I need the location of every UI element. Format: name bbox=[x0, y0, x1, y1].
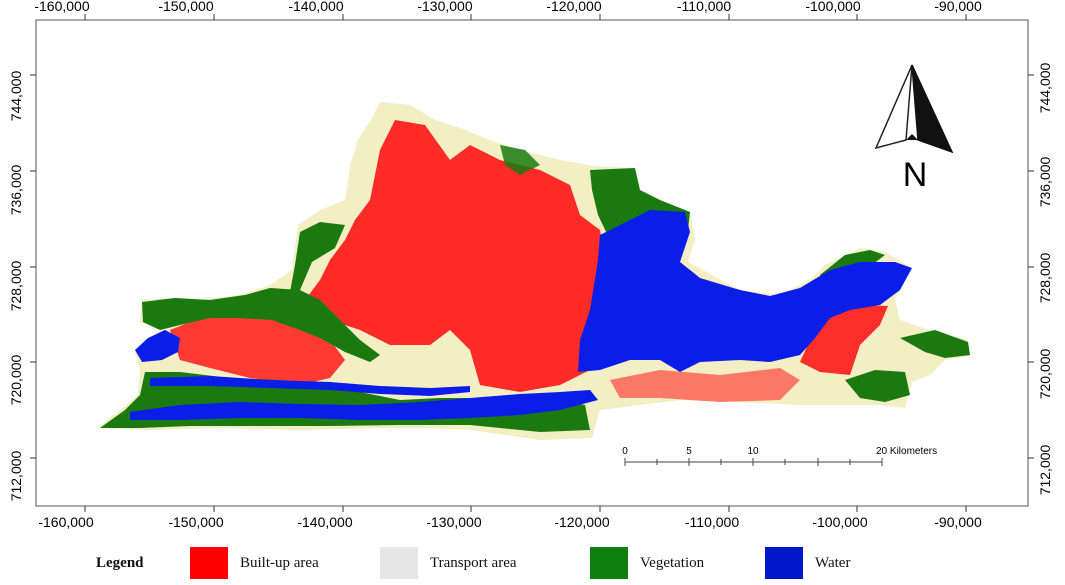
vegetation-central-strip bbox=[500, 145, 540, 175]
x-tick-bottom: -130,000 bbox=[426, 514, 481, 530]
legend-label: Water bbox=[815, 554, 851, 571]
y-tick-left: 736,000 bbox=[8, 164, 24, 215]
legend-label: Built-up area bbox=[240, 554, 319, 571]
x-tick-bottom: -120,000 bbox=[554, 514, 609, 530]
x-tick-top: -150,000 bbox=[158, 0, 213, 14]
y-tick-left: 720,000 bbox=[8, 354, 24, 405]
x-axis-bottom: -160,000 -150,000 -140,000 -130,000 -120… bbox=[38, 506, 982, 530]
water-west-lake bbox=[135, 330, 180, 362]
x-tick-top: -130,000 bbox=[417, 0, 472, 14]
y-axis-left: 744,000 736,000 728,000 720,000 712,000 bbox=[8, 70, 36, 501]
legend-item-water: Water bbox=[765, 547, 850, 579]
x-axis-top: -160,000 -150,000 -140,000 -130,000 -120… bbox=[34, 0, 982, 20]
x-tick-bottom: -160,000 bbox=[38, 514, 93, 530]
y-tick-right: 728,000 bbox=[1037, 252, 1053, 303]
y-tick-left: 728,000 bbox=[8, 260, 24, 311]
scale-label: 10 bbox=[747, 446, 759, 457]
y-tick-left: 712,000 bbox=[8, 450, 24, 501]
vegetation-northwest-arm bbox=[290, 222, 345, 292]
x-tick-top: -110,000 bbox=[677, 0, 731, 14]
legend-title: Legend bbox=[96, 555, 144, 571]
water-creek-channel bbox=[130, 390, 598, 420]
legend: Legend Built-up area Transport area Vege… bbox=[0, 540, 1065, 585]
legend-swatch bbox=[765, 547, 803, 579]
scale-label: 20 Kilometers bbox=[876, 446, 937, 457]
x-tick-top: -90,000 bbox=[934, 0, 982, 14]
legend-swatch bbox=[380, 547, 418, 579]
y-tick-right: 736,000 bbox=[1037, 156, 1053, 207]
north-label: N bbox=[903, 156, 928, 194]
x-tick-bottom: -90,000 bbox=[934, 514, 982, 530]
y-tick-right: 712,000 bbox=[1037, 444, 1053, 495]
water-lagoon bbox=[578, 210, 912, 372]
legend-item-builtup: Built-up area bbox=[190, 547, 319, 579]
y-tick-right: 744,000 bbox=[1037, 62, 1053, 113]
legend-item-vegetation: Vegetation bbox=[590, 547, 704, 579]
builtup-southeast bbox=[610, 368, 800, 402]
scale-bar: 0 5 10 20 Kilometers bbox=[622, 446, 937, 466]
x-tick-bottom: -110,000 bbox=[685, 514, 739, 530]
x-tick-bottom: -140,000 bbox=[297, 514, 352, 530]
y-axis-right: 744,000 736,000 728,000 720,000 712,000 bbox=[1028, 62, 1053, 495]
north-arrow-icon: N bbox=[874, 64, 954, 194]
y-tick-left: 744,000 bbox=[8, 70, 24, 121]
y-tick-right: 720,000 bbox=[1037, 348, 1053, 399]
legend-swatch bbox=[590, 547, 628, 579]
scale-label: 0 bbox=[622, 446, 628, 457]
x-tick-top: -100,000 bbox=[805, 0, 860, 14]
x-tick-bottom: -150,000 bbox=[168, 514, 223, 530]
x-tick-bottom: -100,000 bbox=[812, 514, 867, 530]
legend-label: Vegetation bbox=[640, 554, 705, 571]
legend-swatch bbox=[190, 547, 228, 579]
vegetation-west-band bbox=[142, 288, 380, 362]
legend-label: Transport area bbox=[430, 554, 517, 571]
vegetation-far-east bbox=[900, 330, 970, 358]
x-tick-top: -160,000 bbox=[34, 0, 89, 14]
water-creek-upper bbox=[150, 376, 470, 396]
builtup-central bbox=[305, 120, 605, 392]
x-tick-top: -140,000 bbox=[288, 0, 343, 14]
vegetation-southeast bbox=[845, 370, 910, 402]
study-area bbox=[98, 102, 970, 440]
legend-item-transport: Transport area bbox=[380, 547, 517, 579]
scale-label: 5 bbox=[686, 446, 692, 457]
x-tick-top: -120,000 bbox=[546, 0, 601, 14]
